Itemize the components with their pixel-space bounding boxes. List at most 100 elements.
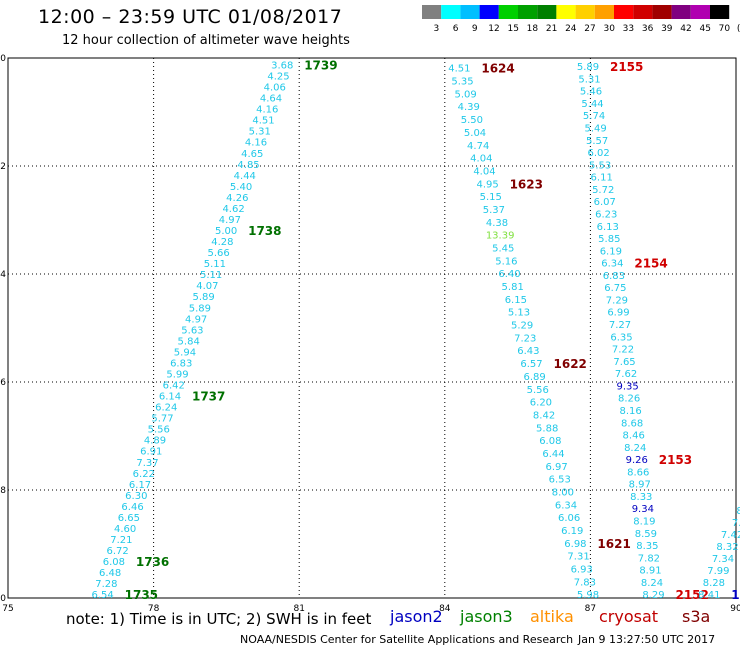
wave-height-value: 4.16 xyxy=(245,138,267,149)
pass-time-label: 1737 xyxy=(192,390,225,404)
wave-height-value: 6.44 xyxy=(542,449,564,460)
scale-swatch xyxy=(460,5,480,19)
wave-height-value: 5.09 xyxy=(455,89,477,100)
scale-label: 18 xyxy=(527,24,539,34)
wave-height-value: 6.97 xyxy=(545,462,567,473)
wave-height-value: 3.68 xyxy=(271,60,293,71)
wave-height-value: 5.49 xyxy=(584,124,606,135)
scale-label: 70 xyxy=(719,24,731,34)
wave-height-value: 6.89 xyxy=(524,372,546,383)
wave-height-value: 4.95 xyxy=(476,179,498,190)
wave-height-value: 5.66 xyxy=(207,248,229,259)
wave-height-value: 13.39 xyxy=(486,231,515,242)
wave-height-value: 6.30 xyxy=(125,491,147,502)
wave-height-value: 6.23 xyxy=(595,209,617,220)
lon-tick-label: 84 xyxy=(439,604,451,614)
wave-height-value: 6.34 xyxy=(601,259,623,270)
scale-swatch xyxy=(422,5,442,19)
wave-height-value: 5.31 xyxy=(578,74,600,85)
wave-height-value: 6.93 xyxy=(571,565,593,576)
wave-height-value: 6.22 xyxy=(133,469,155,480)
wave-height-value: 4.89 xyxy=(144,436,166,447)
wave-height-value: 4.26 xyxy=(226,193,248,204)
wave-height-value: 8.42 xyxy=(533,410,555,421)
wave-height-value: 7.65 xyxy=(613,357,635,368)
pass-time-label: 2155 xyxy=(610,60,643,74)
wave-height-value: 6.46 xyxy=(121,502,143,513)
wave-height-value: 5.53 xyxy=(589,160,611,171)
wave-height-value: 4.51 xyxy=(252,116,274,127)
wave-height-value: 6.42 xyxy=(163,381,185,392)
wave-height-value: 5.72 xyxy=(592,185,614,196)
scale-swatch xyxy=(710,5,730,19)
scale-swatch xyxy=(556,5,576,19)
wave-height-value: 6.75 xyxy=(604,283,626,294)
scale-swatch xyxy=(594,5,614,19)
wave-height-value: 5.56 xyxy=(527,385,549,396)
wave-height-value: 7.23 xyxy=(514,333,536,344)
wave-height-value: 8.46 xyxy=(623,431,645,442)
scale-label: 27 xyxy=(584,24,595,34)
lat-tick-label: -2 xyxy=(0,162,6,172)
wave-height-value: 6.48 xyxy=(99,568,121,579)
pass-time-label: 1623 xyxy=(510,177,543,191)
wave-height-value: 6.20 xyxy=(530,398,552,409)
wave-height-value: 5.46 xyxy=(580,87,602,98)
wave-height-value: 5.50 xyxy=(461,115,483,126)
wave-height-value: 7.99 xyxy=(707,566,729,577)
pass-time-label: 2153 xyxy=(659,453,692,467)
wave-height-value: 4.39 xyxy=(458,102,480,113)
sat-jason2-label: jason2 xyxy=(390,607,443,626)
page-title: 12:00 – 23:59 UTC 01/08/2017 xyxy=(38,6,343,28)
pass-time-label: 1735 xyxy=(125,588,158,602)
wave-height-value: 6.17 xyxy=(129,480,151,491)
wave-height-value: 5.98 xyxy=(577,590,599,601)
lat-tick-label: -8 xyxy=(0,486,6,496)
wave-height-value: 8.33 xyxy=(630,492,652,503)
wave-height-value: 8.29 xyxy=(642,590,664,601)
wave-height-value: 5.44 xyxy=(581,99,603,110)
wave-height-value: 6.40 xyxy=(498,269,520,280)
scale-swatch xyxy=(518,5,538,19)
sat-s3a-label: s3a xyxy=(682,607,711,626)
wave-height-value: 6.07 xyxy=(594,197,616,208)
page-subtitle: 12 hour collection of altimeter wave hei… xyxy=(62,33,350,48)
wave-height-value: 6.91 xyxy=(140,447,162,458)
wave-height-value: 4.44 xyxy=(234,171,256,182)
wave-height-value: 5.84 xyxy=(178,336,200,347)
wave-height-value: 6.65 xyxy=(118,513,140,524)
wave-height-value: 4.06 xyxy=(264,83,286,94)
scale-label: 42 xyxy=(680,24,691,34)
scale-swatch xyxy=(633,5,653,19)
lon-tick-label: 78 xyxy=(148,604,160,614)
wave-height-value: 5.74 xyxy=(583,111,605,122)
wave-height-value: 4.07 xyxy=(196,281,218,292)
lon-tick-label: 81 xyxy=(293,604,304,614)
wave-height-value: 4.16 xyxy=(256,105,278,116)
scale-label: 3 xyxy=(434,24,440,34)
wave-height-value: 6.14 xyxy=(159,392,181,403)
wave-height-value: 6.34 xyxy=(555,500,577,511)
scale-swatch xyxy=(575,5,595,19)
wave-height-value: 7.82 xyxy=(638,553,660,564)
wave-height-value: 8.59 xyxy=(635,529,657,540)
scale-label: 15 xyxy=(507,24,518,34)
pass-time-label: 2154 xyxy=(634,257,667,271)
wave-height-value: 9.26 xyxy=(626,455,648,466)
wave-height-value: 6.24 xyxy=(155,403,177,414)
pass-time-label: 2152 xyxy=(675,588,708,602)
map-axes: 75 78 81 84 87 90 0 -2 -4 -6 -8 -10 xyxy=(0,54,740,614)
scale-swatch xyxy=(479,5,499,19)
wave-height-value: 7.37 xyxy=(136,458,158,469)
wave-height-value: 6.13 xyxy=(597,222,619,233)
scale-label: 45 xyxy=(699,24,710,34)
pass-time-label: 1739 xyxy=(304,58,337,72)
wave-height-value: 5.35 xyxy=(451,77,473,88)
scale-label: 24 xyxy=(565,24,577,34)
scale-label: 30 xyxy=(603,24,615,34)
map-grid xyxy=(7,57,737,599)
wave-height-value: 4.97 xyxy=(219,215,241,226)
wave-height-value: 4.04 xyxy=(470,154,492,165)
wave-height-value: 6.11 xyxy=(591,173,613,184)
